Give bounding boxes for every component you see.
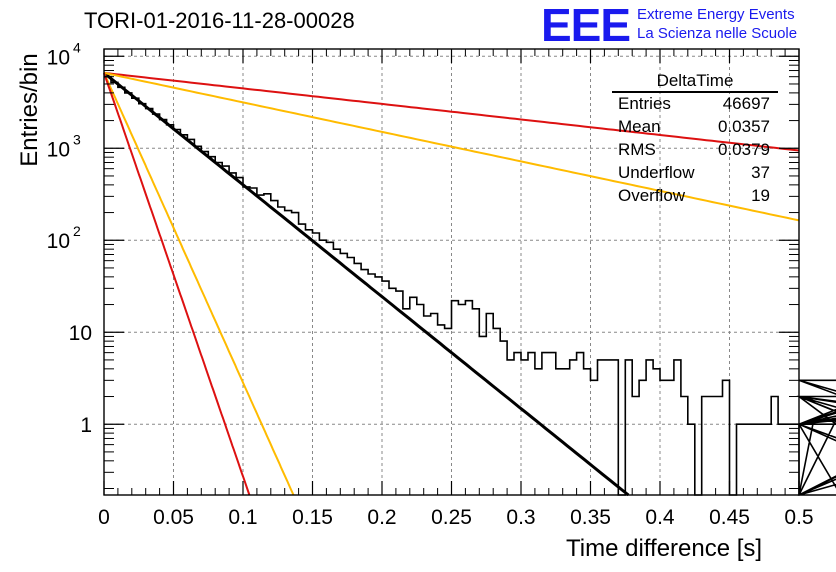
- bound-curve: [103, 72, 251, 496]
- curves-layer: [103, 71, 800, 497]
- y-tick-label: 10: [47, 46, 70, 69]
- stats-label: Underflow: [618, 163, 695, 182]
- x-tick-label: 0: [98, 506, 110, 529]
- y-tick-label: 10: [47, 138, 70, 161]
- x-tick-label: 0.4: [645, 506, 675, 529]
- x-tick-label: 0.25: [431, 506, 472, 529]
- bound-curve: [103, 72, 295, 496]
- x-tick-label: 0.05: [153, 506, 194, 529]
- x-tick-label: 0.5: [784, 506, 813, 529]
- x-tick-label: 0.2: [367, 506, 396, 529]
- y-tick-exponent: 2: [73, 223, 81, 239]
- x-tick-label: 0.3: [506, 506, 535, 529]
- stats-value: 37: [751, 163, 770, 182]
- stats-value: 0.0357: [718, 117, 770, 136]
- stats-label: RMS: [618, 140, 656, 159]
- stats-label: Mean: [618, 117, 661, 136]
- eee-logo: EEE: [541, 0, 631, 51]
- bound-curve: [103, 71, 800, 222]
- fit-curve: [103, 71, 630, 497]
- x-tick-label: 0.1: [228, 506, 257, 529]
- logo-line-1: Extreme Energy Events: [637, 6, 795, 23]
- logo-line-2: La Scienza nelle Scuole: [637, 25, 798, 42]
- stats-label: Entries: [618, 94, 671, 113]
- x-tick-label: 0.35: [570, 506, 611, 529]
- x-tick-label: 0.15: [292, 506, 333, 529]
- x-axis-label: Time difference [s]: [566, 535, 763, 562]
- stats-title: DeltaTime: [656, 71, 734, 90]
- y-tick-exponent: 3: [73, 131, 81, 147]
- stats-value: 0.0379: [718, 140, 770, 159]
- stats-value: 46697: [722, 94, 770, 113]
- histogram-series: [104, 75, 836, 496]
- x-tick-label: 0.45: [709, 506, 750, 529]
- bound-curve: [103, 71, 800, 152]
- y-tick-label: 1: [80, 414, 92, 437]
- y-tick-exponent: 4: [73, 39, 81, 55]
- stats-value: 19: [751, 186, 770, 205]
- y-tick-label: 10: [69, 322, 92, 345]
- y-tick-label: 10: [47, 230, 70, 253]
- x-axis: 0 0.05 0.1 0.15 0.2 0.25 0.3 0.35 0.4 0.45 0.5: [98, 49, 814, 529]
- stats-label: Overflow: [618, 186, 686, 205]
- y-axis-label: Entries/bin: [16, 53, 43, 167]
- chart-title: TORI-01-2016-11-28-00028: [84, 8, 355, 33]
